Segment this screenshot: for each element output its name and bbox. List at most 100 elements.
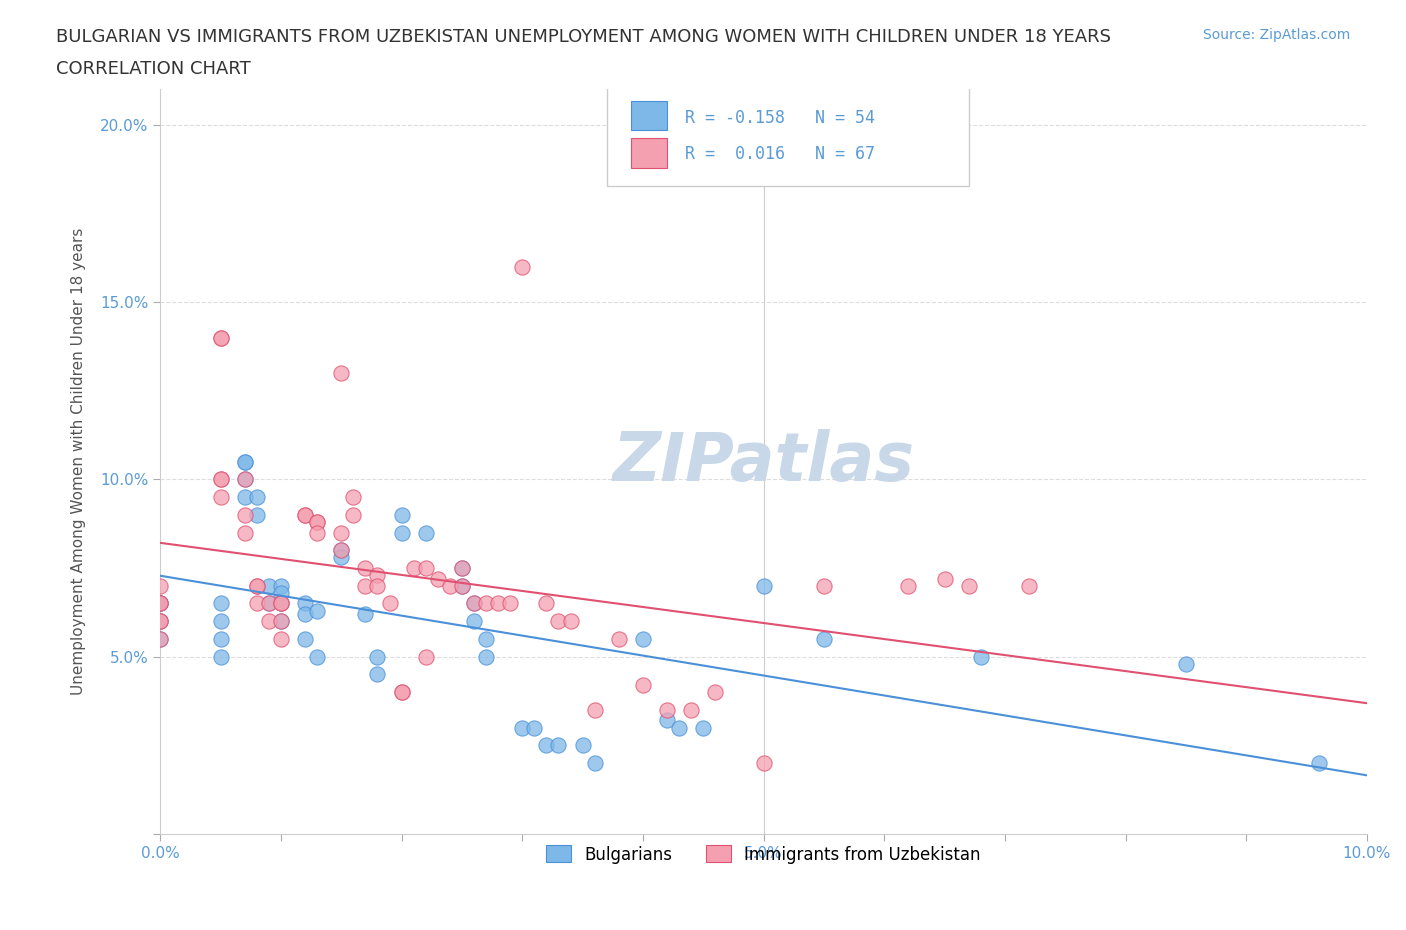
- Point: [536, 737, 558, 752]
- Point: [330, 543, 353, 558]
- Point: [246, 578, 269, 593]
- Point: [294, 508, 316, 523]
- Point: [486, 596, 509, 611]
- Point: [681, 702, 703, 717]
- Point: [209, 631, 232, 646]
- Point: [307, 525, 329, 540]
- Point: [1174, 657, 1197, 671]
- Point: [149, 631, 172, 646]
- Point: [270, 596, 292, 611]
- Point: [439, 578, 461, 593]
- Point: [752, 578, 775, 593]
- Point: [463, 596, 485, 611]
- Point: [270, 578, 292, 593]
- Point: [655, 713, 678, 728]
- Point: [475, 596, 498, 611]
- Point: [209, 472, 232, 486]
- Point: [233, 472, 256, 486]
- Y-axis label: Unemployment Among Women with Children Under 18 years: Unemployment Among Women with Children U…: [72, 228, 86, 696]
- Point: [149, 578, 172, 593]
- Point: [523, 720, 546, 735]
- Point: [233, 508, 256, 523]
- Point: [499, 596, 522, 611]
- Point: [583, 755, 606, 770]
- Point: [233, 472, 256, 486]
- Point: [607, 631, 630, 646]
- Point: [354, 561, 377, 576]
- Point: [813, 578, 835, 593]
- Point: [246, 596, 269, 611]
- Point: [415, 649, 437, 664]
- Point: [391, 684, 413, 699]
- Point: [391, 508, 413, 523]
- Legend: Bulgarians, Immigrants from Uzbekistan: Bulgarians, Immigrants from Uzbekistan: [540, 839, 987, 870]
- Point: [149, 614, 172, 629]
- Point: [257, 614, 280, 629]
- Point: [257, 578, 280, 593]
- Point: [270, 614, 292, 629]
- Point: [149, 596, 172, 611]
- Point: [366, 649, 388, 664]
- Bar: [631, 138, 666, 167]
- Point: [233, 489, 256, 504]
- Point: [536, 596, 558, 611]
- Text: R = -0.158   N = 54: R = -0.158 N = 54: [685, 109, 875, 126]
- Point: [246, 508, 269, 523]
- Point: [391, 525, 413, 540]
- Point: [463, 596, 485, 611]
- Text: Source: ZipAtlas.com: Source: ZipAtlas.com: [1202, 28, 1350, 42]
- Point: [209, 596, 232, 611]
- Point: [560, 614, 582, 629]
- Point: [354, 578, 377, 593]
- Text: ZIPatlas: ZIPatlas: [613, 429, 914, 495]
- Point: [257, 596, 280, 611]
- Point: [475, 631, 498, 646]
- Point: [330, 365, 353, 380]
- Point: [366, 578, 388, 593]
- Point: [655, 702, 678, 717]
- Point: [294, 606, 316, 621]
- Point: [149, 596, 172, 611]
- Point: [330, 543, 353, 558]
- Point: [209, 649, 232, 664]
- Text: BULGARIAN VS IMMIGRANTS FROM UZBEKISTAN UNEMPLOYMENT AMONG WOMEN WITH CHILDREN U: BULGARIAN VS IMMIGRANTS FROM UZBEKISTAN …: [56, 28, 1111, 46]
- Point: [813, 631, 835, 646]
- Point: [1308, 755, 1330, 770]
- Point: [342, 508, 364, 523]
- Point: [307, 514, 329, 529]
- Point: [342, 489, 364, 504]
- Point: [957, 578, 980, 593]
- Point: [149, 596, 172, 611]
- Point: [270, 631, 292, 646]
- Point: [366, 667, 388, 682]
- Point: [233, 454, 256, 469]
- Point: [451, 561, 474, 576]
- Point: [330, 525, 353, 540]
- Point: [233, 525, 256, 540]
- Point: [209, 614, 232, 629]
- Point: [354, 606, 377, 621]
- Point: [330, 550, 353, 565]
- Point: [426, 571, 449, 586]
- Point: [149, 614, 172, 629]
- Point: [547, 737, 569, 752]
- Point: [270, 614, 292, 629]
- Point: [366, 567, 388, 582]
- Point: [233, 454, 256, 469]
- Point: [451, 561, 474, 576]
- Point: [1018, 578, 1040, 593]
- Point: [307, 603, 329, 618]
- Point: [209, 472, 232, 486]
- Text: R =  0.016   N = 67: R = 0.016 N = 67: [685, 145, 875, 163]
- Point: [307, 514, 329, 529]
- Point: [294, 631, 316, 646]
- Point: [246, 578, 269, 593]
- Point: [463, 614, 485, 629]
- Point: [510, 259, 533, 274]
- Point: [391, 684, 413, 699]
- Point: [692, 720, 714, 735]
- Point: [270, 596, 292, 611]
- Point: [149, 631, 172, 646]
- Point: [970, 649, 993, 664]
- Point: [257, 596, 280, 611]
